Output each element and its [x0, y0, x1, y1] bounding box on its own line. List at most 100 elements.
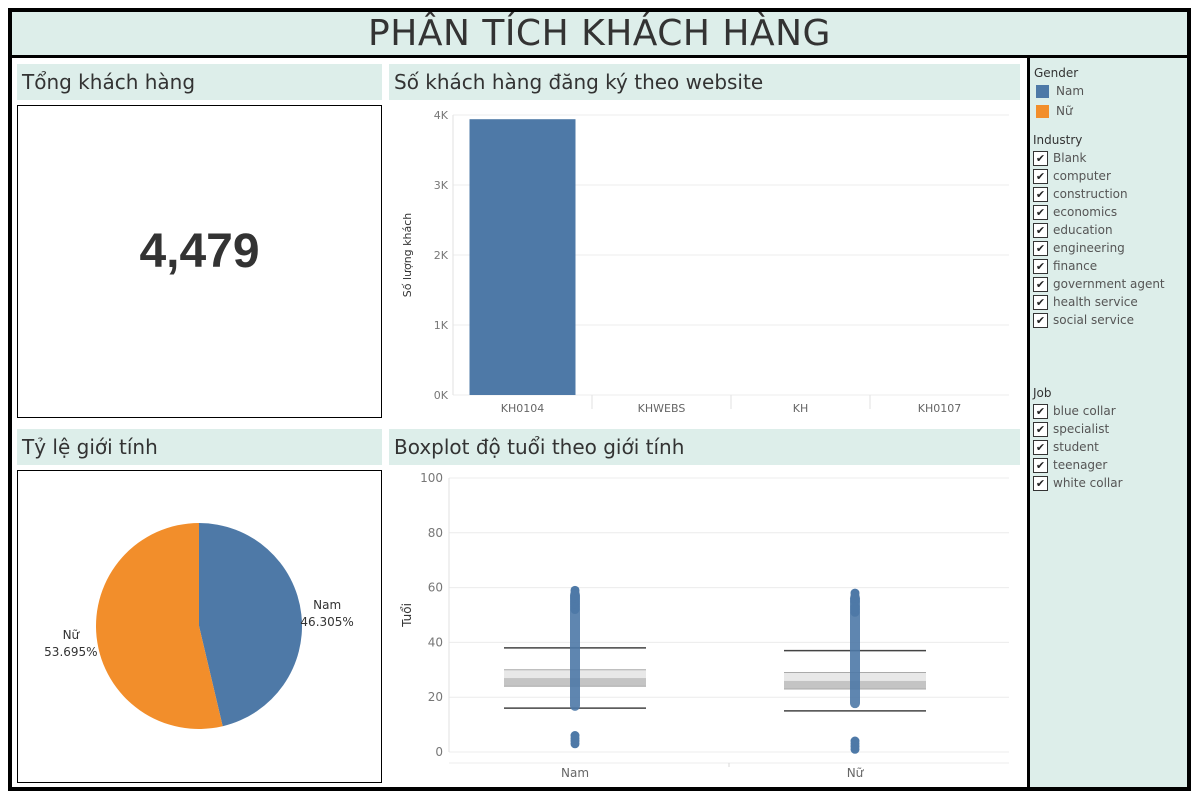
checkbox-checked-icon[interactable]: ✔	[1033, 312, 1048, 328]
gender-pie-chart[interactable]: Nam 46.305% Nữ 53.695%	[18, 471, 381, 782]
bar-y-axis-label: Số lượng khách	[401, 213, 414, 298]
checkbox-checked-icon[interactable]: ✔	[1033, 258, 1048, 274]
kpi-card[interactable]: 4,479	[17, 105, 382, 418]
industry-filter-item[interactable]: ✔ government agent	[1033, 275, 1165, 293]
bar-y-tick-label: 0K	[434, 389, 449, 402]
filter-sidebar	[1027, 58, 1187, 787]
job-label: teenager	[1053, 458, 1108, 472]
industry-label: Blank	[1053, 151, 1087, 165]
checkbox-checked-icon[interactable]: ✔	[1033, 222, 1048, 238]
box-y-tick-label: 0	[435, 745, 443, 759]
industry-filter-item[interactable]: ✔ construction	[1033, 185, 1128, 203]
industry-filter-item[interactable]: ✔ Blank	[1033, 149, 1086, 167]
website-bar-chart[interactable]: 0K 1K 2K 3K 4K KH0104 KHWEBS KH KH0107 Số lượng k…	[389, 105, 1020, 418]
job-label: specialist	[1053, 422, 1110, 436]
checkbox-checked-icon[interactable]: ✔	[1033, 421, 1048, 437]
checkbox-checked-icon[interactable]: ✔	[1033, 150, 1048, 166]
nam-color-swatch	[1036, 84, 1049, 98]
box-outlier-point	[570, 585, 580, 595]
box-outlier-point	[850, 588, 860, 598]
industry-label: computer	[1053, 169, 1111, 183]
checkbox-checked-icon[interactable]: ✔	[1033, 439, 1048, 455]
nu-color-swatch	[1036, 104, 1049, 118]
bar-y-tick-label: 4K	[434, 109, 449, 122]
pie-label: Nam	[313, 598, 341, 612]
box-x-tick-label: Nữ	[847, 766, 865, 780]
checkbox-checked-icon[interactable]: ✔	[1033, 475, 1048, 491]
industry-filter-item[interactable]: ✔ health service	[1033, 293, 1138, 311]
box-y-axis-label: Tuổi	[400, 603, 414, 628]
bar-x-tick-label: KHWEBS	[638, 402, 686, 415]
checkbox-checked-icon[interactable]: ✔	[1033, 294, 1048, 310]
bar-x-tick-label: KH0107	[918, 402, 961, 415]
checkbox-checked-icon[interactable]: ✔	[1033, 240, 1048, 256]
pie-slice-nam	[199, 523, 302, 727]
box-data-points	[850, 593, 860, 709]
industry-label: government agent	[1053, 277, 1165, 291]
job-filter-item[interactable]: ✔ student	[1033, 438, 1099, 456]
legend-item-nam[interactable]: Nam	[1034, 84, 1084, 98]
job-label: blue collar	[1053, 404, 1116, 418]
website-chart-area: 0K 1K 2K 3K 4K KH0104 KHWEBS KH KH0107 Số lượng k…	[389, 105, 1020, 418]
kpi-title: Tổng khách hàng	[17, 64, 382, 100]
boxplot-chart-area: 0 20 40 60 80 100 Nam Nữ Tuổi	[389, 470, 1020, 783]
industry-filter-item[interactable]: ✔ computer	[1033, 167, 1111, 185]
bar-y-tick-label: 3K	[434, 179, 449, 192]
checkbox-checked-icon[interactable]: ✔	[1033, 457, 1048, 473]
box-y-tick-label: 20	[428, 690, 443, 704]
checkbox-checked-icon[interactable]: ✔	[1033, 204, 1048, 220]
legend-item-nu[interactable]: Nữ	[1034, 104, 1073, 118]
gender-panel-title: Tỷ lệ giới tính	[17, 429, 382, 465]
gender-legend-title: Gender	[1034, 66, 1079, 80]
pie-value-label: 46.305%	[300, 615, 353, 629]
box-y-tick-label: 40	[428, 635, 443, 649]
bar	[469, 119, 576, 395]
gender-pie-area: Nam 46.305% Nữ 53.695%	[17, 470, 382, 783]
dashboard-title: PHÂN TÍCH KHÁCH HÀNG	[12, 12, 1187, 58]
industry-label: construction	[1053, 187, 1128, 201]
industry-label: social service	[1053, 313, 1135, 327]
checkbox-checked-icon[interactable]: ✔	[1033, 168, 1048, 184]
job-filter-item[interactable]: ✔ white collar	[1033, 474, 1123, 492]
industry-filter-item[interactable]: ✔ engineering	[1033, 239, 1125, 257]
age-boxplot-chart[interactable]: 0 20 40 60 80 100 Nam Nữ Tuổi	[389, 470, 1020, 783]
legend-label-nam: Nam	[1056, 84, 1085, 98]
pie-label: Nữ	[63, 628, 81, 642]
job-filter-item[interactable]: ✔ specialist	[1033, 420, 1109, 438]
bar-x-tick-label: KH	[793, 402, 809, 415]
industry-label: finance	[1053, 259, 1098, 273]
bar-y-tick-label: 2K	[434, 249, 449, 262]
job-label: student	[1053, 440, 1099, 454]
industry-filter-item[interactable]: ✔ finance	[1033, 257, 1097, 275]
box-outlier-point	[570, 731, 580, 741]
industry-filter-item[interactable]: ✔ economics	[1033, 203, 1117, 221]
checkbox-checked-icon[interactable]: ✔	[1033, 186, 1048, 202]
job-label: white collar	[1053, 476, 1123, 490]
job-filter-item[interactable]: ✔ blue collar	[1033, 402, 1116, 420]
industry-label: education	[1053, 223, 1113, 237]
box-x-tick-label: Nam	[561, 766, 589, 780]
website-panel-title: Số khách hàng đăng ký theo website	[389, 64, 1020, 100]
industry-filter-item[interactable]: ✔ social service	[1033, 311, 1134, 329]
box-y-tick-label: 60	[428, 581, 443, 595]
job-filter-title: Job	[1033, 386, 1052, 400]
checkbox-checked-icon[interactable]: ✔	[1033, 276, 1048, 292]
bar-y-tick-label: 1K	[434, 319, 449, 332]
kpi-value: 4,479	[139, 225, 260, 278]
job-filter-item[interactable]: ✔ teenager	[1033, 456, 1107, 474]
boxplot-panel-title: Boxplot độ tuổi theo giới tính	[389, 429, 1020, 465]
industry-filter-item[interactable]: ✔ education	[1033, 221, 1113, 239]
industry-label: engineering	[1053, 241, 1125, 255]
pie-slice-nu	[95, 523, 223, 729]
industry-label: health service	[1053, 295, 1138, 309]
industry-filter-title: Industry	[1033, 133, 1083, 147]
pie-value-label: 53.695%	[44, 645, 97, 659]
checkbox-checked-icon[interactable]: ✔	[1033, 403, 1048, 419]
box-y-tick-label: 100	[420, 471, 443, 485]
box-data-points	[570, 590, 580, 711]
industry-label: economics	[1053, 205, 1118, 219]
bar-x-tick-label: KH0104	[501, 402, 544, 415]
box-y-tick-label: 80	[428, 526, 443, 540]
box-outlier-point	[850, 736, 860, 746]
legend-label-nu: Nữ	[1056, 104, 1073, 118]
